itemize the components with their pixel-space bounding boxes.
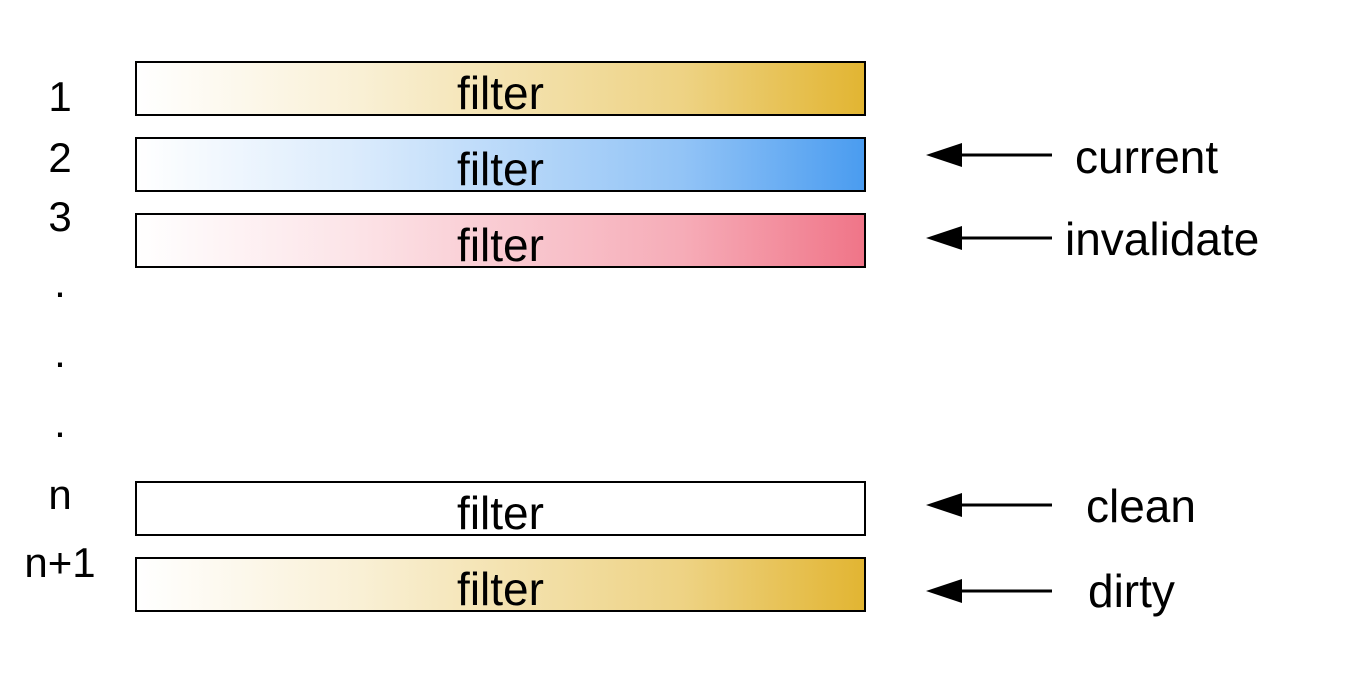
- filter-label: filter: [457, 562, 544, 615]
- filter-box-n: filter: [135, 481, 866, 536]
- arrow-left-icon: [926, 579, 1052, 603]
- filter-label: filter: [457, 142, 544, 195]
- filter-label: filter: [457, 486, 544, 539]
- ellipsis-dot: .: [54, 399, 66, 446]
- ellipsis-dot: .: [54, 329, 66, 376]
- filter-box-n-plus-1: filter: [135, 557, 866, 612]
- filter-label: filter: [457, 218, 544, 271]
- arrow-left-icon: [926, 143, 1052, 167]
- row-index-n: n: [48, 471, 72, 518]
- state-label-current: current: [1075, 131, 1219, 183]
- filter-box-2: filter: [135, 137, 866, 192]
- row-index-n-plus-1: n+1: [24, 539, 96, 586]
- state-label-dirty: dirty: [1088, 565, 1175, 617]
- arrow-left-icon: [926, 493, 1052, 517]
- arrow-left-icon: [926, 226, 1052, 250]
- filter-box-3: filter: [135, 213, 866, 268]
- filter-label: filter: [457, 66, 544, 119]
- row-index-2: 2: [48, 134, 72, 181]
- row-index-1: 1: [48, 73, 72, 120]
- state-label-invalidate: invalidate: [1065, 213, 1260, 265]
- row-index-3: 3: [48, 193, 72, 240]
- state-label-clean: clean: [1086, 480, 1196, 532]
- ellipsis-dot: .: [54, 259, 66, 306]
- filter-box-1: filter: [135, 61, 866, 116]
